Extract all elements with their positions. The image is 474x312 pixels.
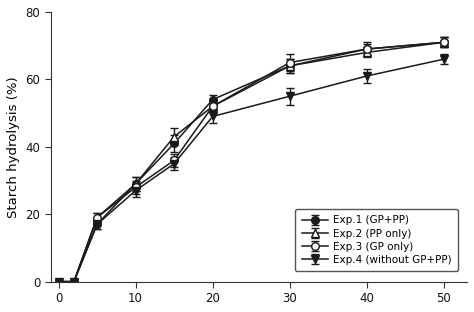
Legend: Exp.1 (GP+PP), Exp.2 (PP only), Exp.3 (GP only), Exp.4 (without GP+PP): Exp.1 (GP+PP), Exp.2 (PP only), Exp.3 (G… [295, 209, 458, 271]
Y-axis label: Starch hydrolysis (%): Starch hydrolysis (%) [7, 76, 20, 217]
